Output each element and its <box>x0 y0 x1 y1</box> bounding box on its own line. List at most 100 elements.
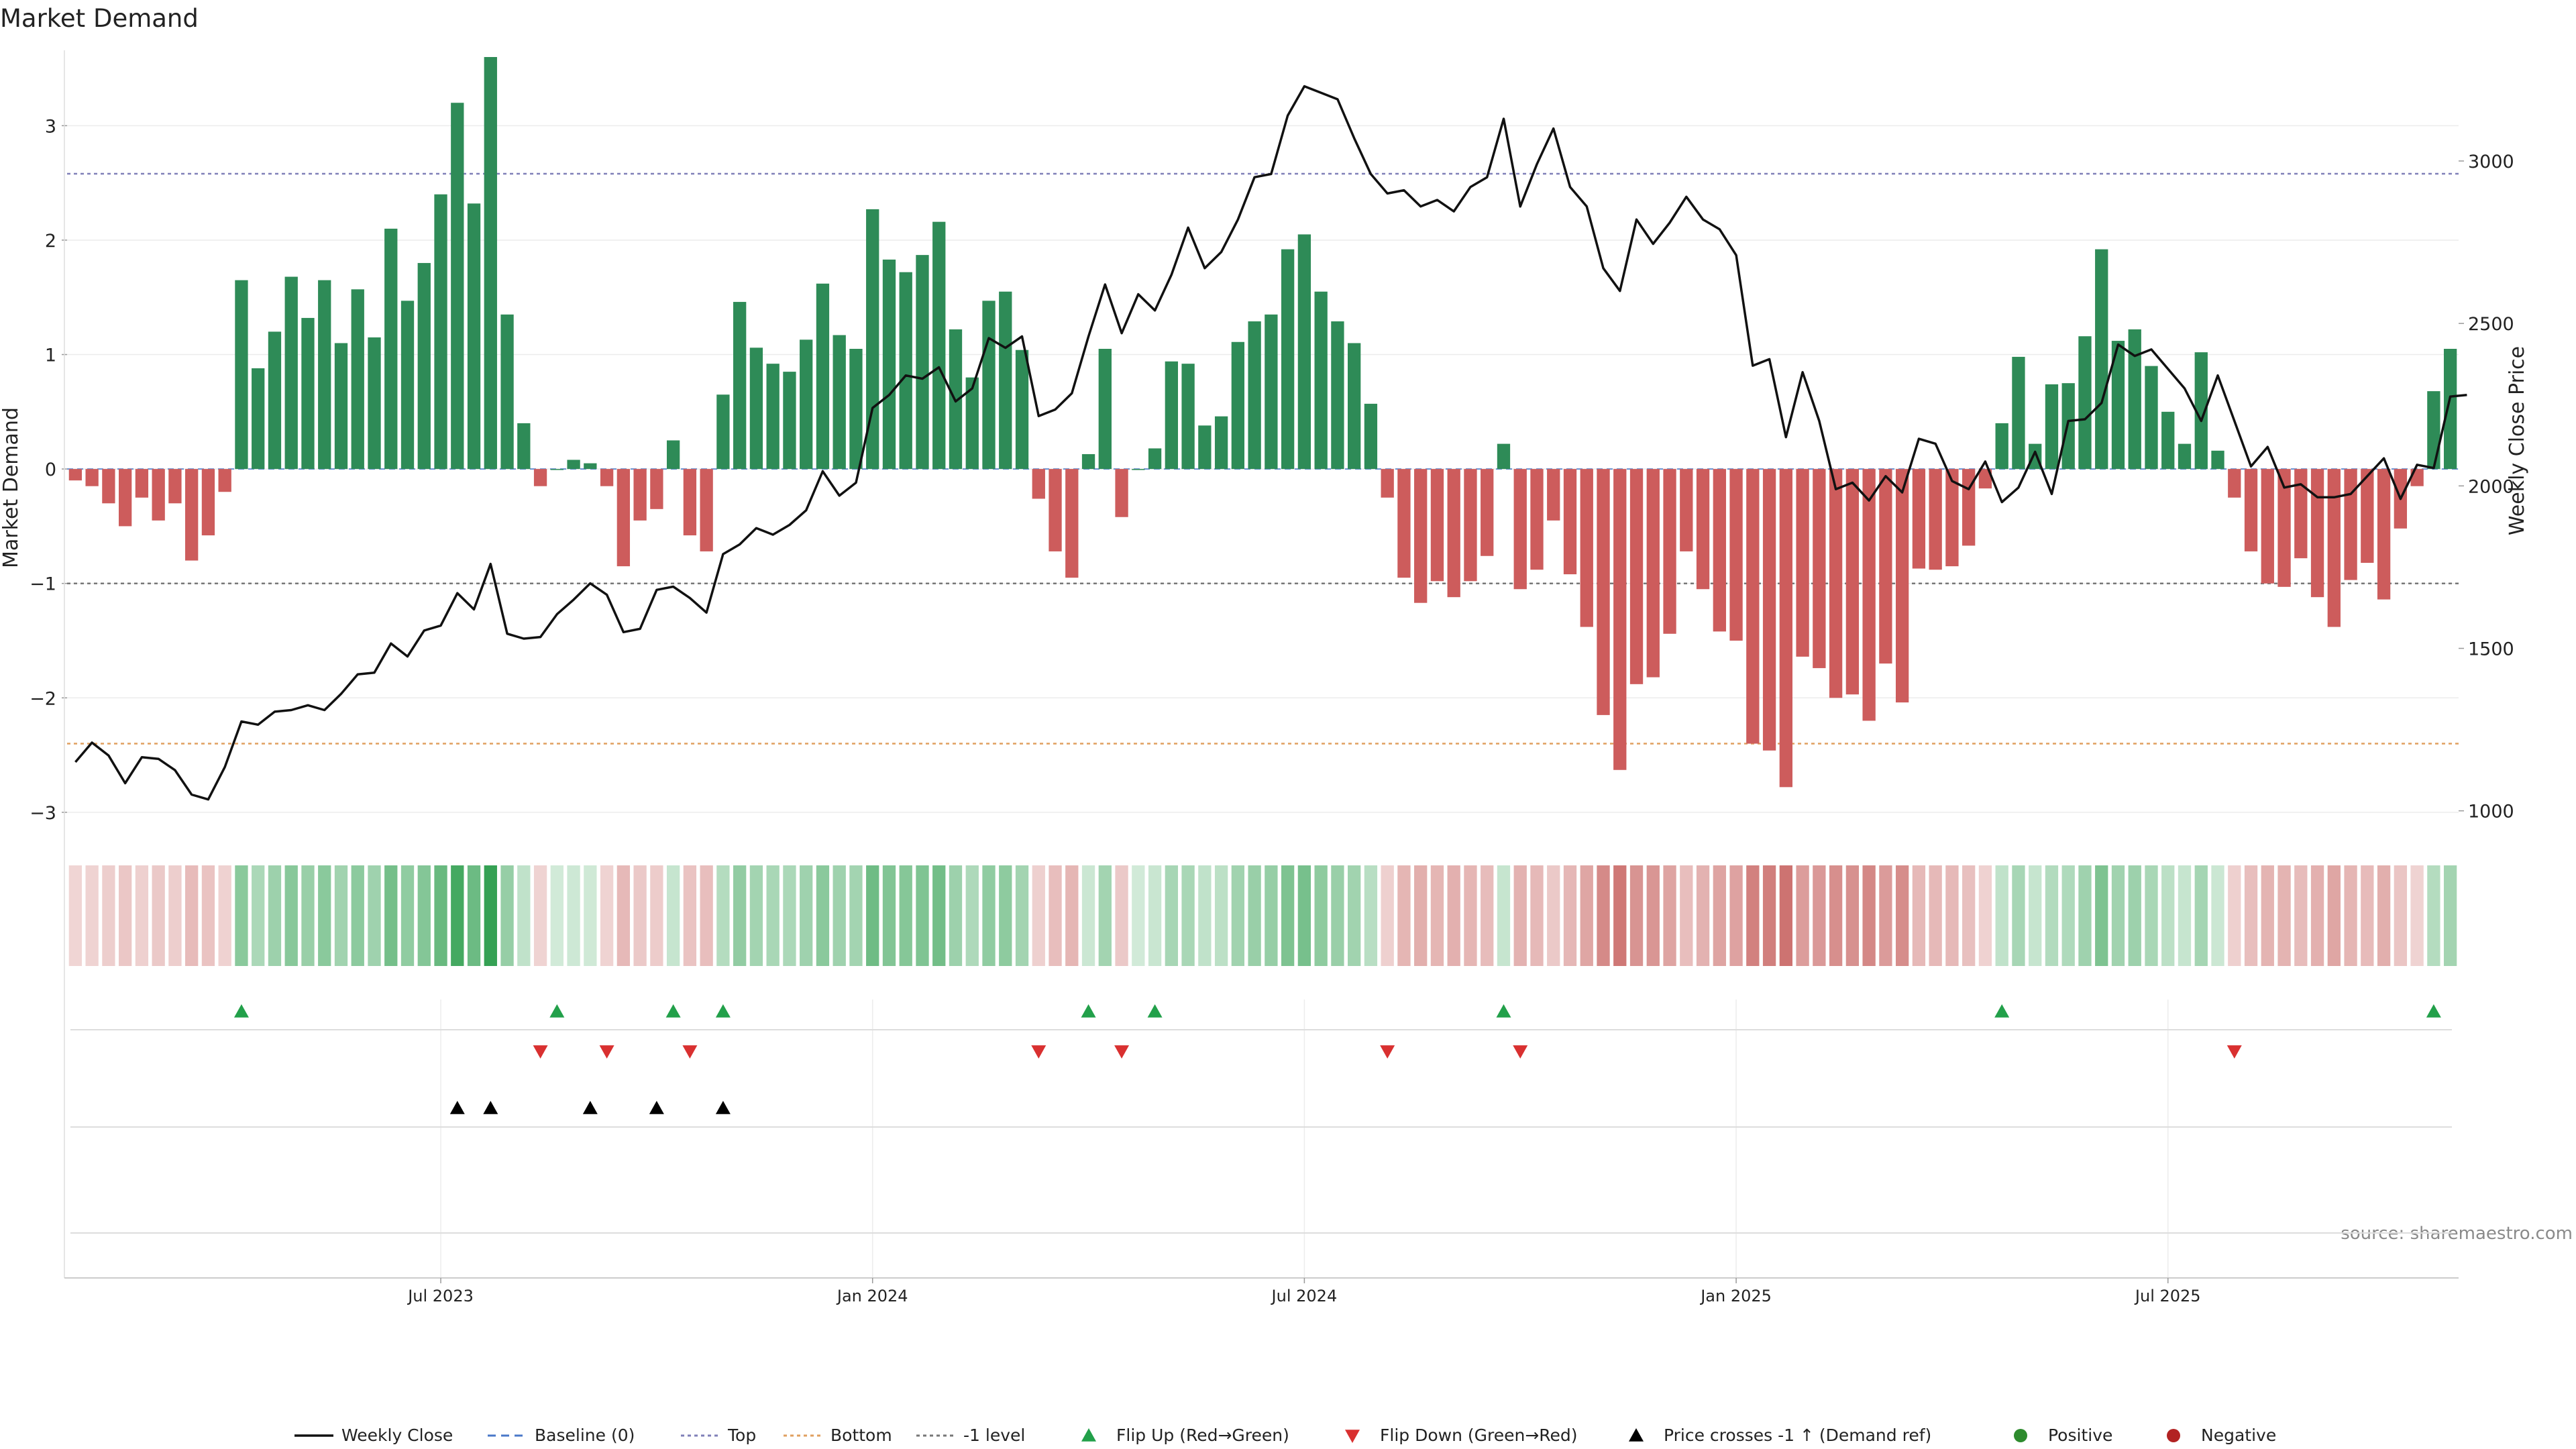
flip-up-marker <box>715 1004 731 1018</box>
demand-bar <box>1845 469 1860 695</box>
demand-strip-cell <box>1862 865 1876 966</box>
demand-strip-cell <box>1198 865 1212 966</box>
flip-up-marker <box>1496 1004 1511 1018</box>
demand-bar <box>1314 291 1328 470</box>
demand-bar <box>1447 469 1460 598</box>
demand-strip-cell <box>1663 865 1676 966</box>
demand-strip-cell <box>1248 865 1261 966</box>
demand-strip-cell <box>999 865 1012 966</box>
demand-strip-cell <box>1281 865 1295 966</box>
demand-bar <box>1015 350 1029 470</box>
demand-strip-cell <box>949 865 963 966</box>
demand-bar <box>1713 469 1726 632</box>
demand-bar <box>2145 366 2158 470</box>
demand-bar <box>2012 356 2025 470</box>
demand-bars <box>68 57 2457 788</box>
demand-bar <box>2377 469 2391 600</box>
demand-bar <box>2194 352 2208 470</box>
demand-bar <box>2277 469 2291 587</box>
demand-bar <box>1597 469 1610 715</box>
flip-down-marker <box>599 1045 614 1059</box>
demand-strip-cell <box>2427 865 2440 966</box>
demand-strip-cell <box>1696 865 1710 966</box>
demand-strip-cell <box>2161 865 2175 966</box>
legend-label: -1 level <box>963 1426 1025 1445</box>
price-cross-marker <box>483 1101 498 1114</box>
flip-up-marker <box>1081 1004 1096 1018</box>
demand-bar <box>2128 329 2141 470</box>
demand-strip-cell <box>1098 865 1112 966</box>
y-tick-label: 3 <box>45 116 56 137</box>
demand-bar <box>1729 469 1743 641</box>
demand-bar <box>1281 249 1295 470</box>
demand-strip-cell <box>965 865 979 966</box>
demand-strip-cell <box>800 865 813 966</box>
demand-strip-cell <box>1713 865 1726 966</box>
demand-strip-cell <box>152 865 165 966</box>
demand-bar <box>1629 469 1644 684</box>
demand-bar <box>102 469 115 504</box>
demand-strip-cell <box>2228 865 2241 966</box>
demand-bar <box>268 331 282 470</box>
demand-strip-cell <box>2029 865 2042 966</box>
demand-strip-cell <box>2178 865 2192 966</box>
demand-strip-cell <box>1680 865 1693 966</box>
x-tick-label: Jul 2024 <box>1271 1287 1338 1305</box>
demand-bar <box>1065 469 1079 578</box>
demand-bar <box>1165 361 1178 470</box>
legend-item-flip-down: Flip Down (Green→Red) <box>1345 1426 1578 1445</box>
demand-strip-cell <box>1929 865 1942 966</box>
chart-title: Market Demand <box>0 4 199 33</box>
demand-bar <box>152 469 165 521</box>
demand-strip-cell <box>783 865 796 966</box>
demand-strip-cell <box>2244 865 2258 966</box>
demand-strip-cell <box>1032 865 1045 966</box>
demand-bar <box>1895 469 1909 703</box>
demand-bar <box>766 364 780 470</box>
demand-bar <box>334 343 348 470</box>
demand-strip-cell <box>2361 865 2374 966</box>
demand-strip-cell <box>168 865 182 966</box>
demand-strip-cell <box>1513 865 1527 966</box>
demand-bar <box>1115 469 1128 517</box>
demand-bar <box>2111 341 2125 470</box>
legend-label: Price crosses -1 ↑ (Demand ref) <box>1664 1426 1931 1445</box>
demand-bar <box>749 347 763 470</box>
demand-strip-cell <box>616 865 631 966</box>
demand-bar <box>1879 469 1892 664</box>
demand-bar <box>1364 403 1378 470</box>
demand-strip-cell <box>1015 865 1029 966</box>
demand-bar <box>1862 469 1876 721</box>
demand-strip-cell <box>102 865 115 966</box>
demand-strip-cell <box>1148 865 1162 966</box>
demand-bar <box>916 255 929 470</box>
y-axis-label: Market Demand <box>0 407 23 568</box>
demand-bar <box>982 301 996 470</box>
demand-bar <box>1098 349 1112 470</box>
demand-bar <box>384 228 398 470</box>
demand-bar <box>849 349 863 470</box>
demand-strip-cell <box>2095 865 2108 966</box>
demand-strip-cell <box>1265 865 1278 966</box>
demand-bar <box>1813 469 1826 668</box>
y-tick-label: −1 <box>30 574 56 595</box>
y-tick-label: −2 <box>30 688 56 709</box>
demand-bar <box>616 469 631 567</box>
demand-bar <box>1132 469 1145 470</box>
demand-bar <box>965 377 979 470</box>
demand-strip-cell <box>68 865 83 966</box>
flip-down-marker <box>2226 1045 2242 1059</box>
demand-strip-cell <box>301 865 315 966</box>
demand-strip-cell <box>400 865 415 966</box>
demand-strip-cell <box>268 865 282 966</box>
demand-strip-cell <box>1729 865 1743 966</box>
demand-strip-cell <box>318 865 331 966</box>
y2-tick-label: 3000 <box>2468 152 2514 172</box>
demand-strip <box>68 865 2457 966</box>
x-tick-label: Jul 2025 <box>2134 1287 2201 1305</box>
demand-strip-cell <box>1547 865 1560 966</box>
demand-strip-cell <box>1746 865 1760 966</box>
demand-strip-cell <box>1065 865 1079 966</box>
demand-strip-cell <box>1314 865 1328 966</box>
demand-bar <box>1646 469 1660 678</box>
